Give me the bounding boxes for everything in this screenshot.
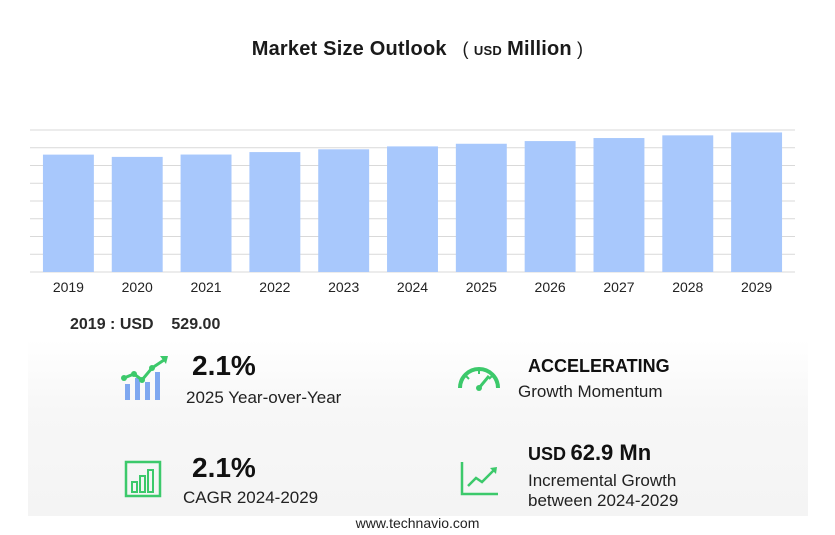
incremental-label-line1: Incremental Growth xyxy=(528,471,677,490)
momentum-label-wrap: Growth Momentum xyxy=(518,382,663,402)
x-tick-label: 2023 xyxy=(328,279,359,295)
x-tick-label: 2028 xyxy=(672,279,703,295)
footer-site: www.technavio.com xyxy=(355,515,480,531)
bar-chart-icon xyxy=(124,460,162,498)
bar-2020 xyxy=(111,156,163,272)
cagr-value: 2.1% xyxy=(192,452,256,483)
momentum-label: Growth Momentum xyxy=(518,382,663,401)
metrics-panel xyxy=(28,340,808,516)
incremental-value: 62.9 Mn xyxy=(570,440,652,465)
x-tick-label: 2024 xyxy=(397,279,428,295)
bar-2024 xyxy=(387,146,438,272)
cagr-label-wrap: CAGR 2024-2029 xyxy=(183,488,318,508)
bar-2029 xyxy=(731,132,783,272)
incremental-metric: USD 62.9 Mn xyxy=(528,440,651,466)
incremental-label-line2: between 2024-2029 xyxy=(528,491,679,510)
x-tick-label: 2020 xyxy=(122,279,153,295)
cagr-label: CAGR 2024-2029 xyxy=(183,488,319,507)
incremental-prefix: USD xyxy=(528,444,567,464)
title-text: Market Size Outlook xyxy=(251,38,447,60)
x-tick-label: 2019 xyxy=(53,279,84,295)
cagr-metric: 2.1% xyxy=(192,452,256,484)
unit-prefix: USD xyxy=(473,43,502,58)
x-tick-label: 2027 xyxy=(603,279,634,295)
bar-2025 xyxy=(455,143,507,272)
yoy-value: 2.1% xyxy=(192,350,256,381)
momentum-metric: ACCELERATING xyxy=(528,356,670,377)
base-year: 2019 xyxy=(70,316,106,333)
yoy-metric: 2.1% xyxy=(192,350,256,382)
x-tick-label: 2029 xyxy=(741,279,772,295)
momentum-value: ACCELERATING xyxy=(528,356,670,376)
bar-2022 xyxy=(249,152,301,272)
growth-chart-icon xyxy=(121,356,168,400)
yoy-label-wrap: 2025 Year-over-Year xyxy=(186,388,341,408)
bar-2023 xyxy=(318,149,370,272)
base-value: 2019 : USD 529.00 xyxy=(70,316,221,333)
market-size-bar-chart: 2019 2020 2021 2022 2023 2024 2025 2026 2027 2028… xyxy=(30,129,795,295)
bar-2019 xyxy=(42,154,94,272)
trend-line-icon xyxy=(460,462,498,496)
bar-2027 xyxy=(593,138,645,272)
x-tick-label: 2025 xyxy=(466,279,497,295)
bar-2026 xyxy=(524,141,576,272)
bar-2021 xyxy=(180,154,232,272)
speedometer-icon xyxy=(458,367,500,391)
base-currency: USD xyxy=(119,316,154,333)
chart-title: Market Size Outlook ( USD Million ) xyxy=(0,38,835,61)
x-tick-label: 2022 xyxy=(259,279,290,295)
unit-suffix: Million xyxy=(507,38,572,60)
title-unit: ( USD Million ) xyxy=(462,38,584,60)
yoy-label: 2025 Year-over-Year xyxy=(186,388,342,407)
incremental-label-wrap: Incremental Growth between 2024-2029 xyxy=(528,471,678,511)
x-tick-label: 2026 xyxy=(535,279,566,295)
base-amount: 529.00 xyxy=(171,316,221,333)
x-tick-label: 2021 xyxy=(190,279,221,295)
bar-2028 xyxy=(662,135,714,272)
